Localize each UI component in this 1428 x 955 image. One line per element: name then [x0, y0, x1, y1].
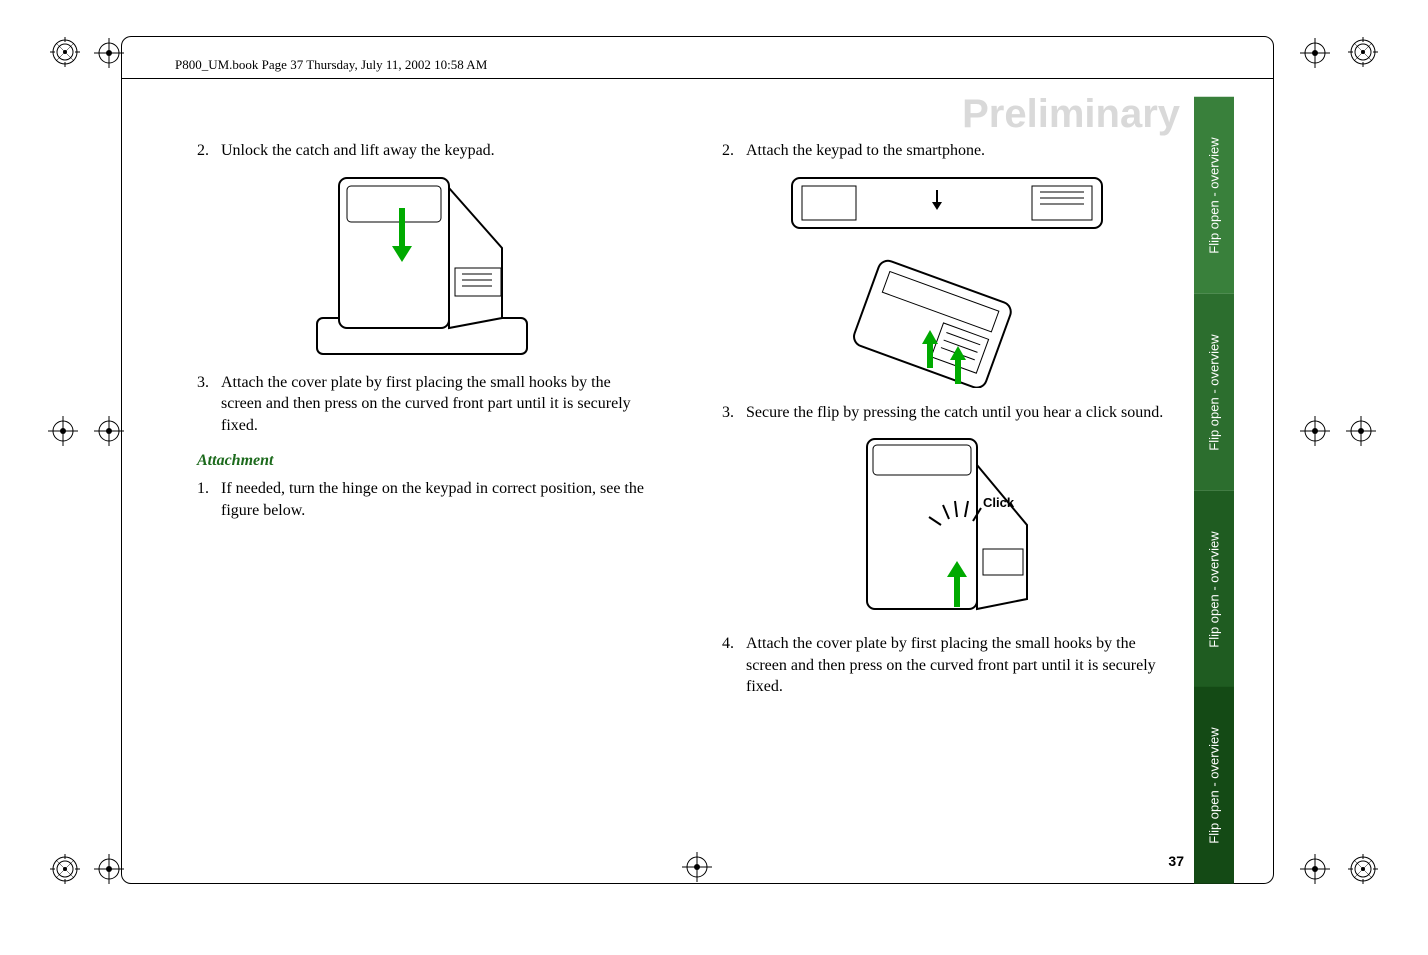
step: 3. Attach the cover plate by first placi… [197, 372, 647, 437]
step: 3. Secure the flip by pressing the catch… [722, 402, 1172, 424]
step: 4. Attach the cover plate by first placi… [722, 633, 1172, 698]
side-tabs: Flip open - overview Flip open - overvie… [1194, 97, 1234, 884]
crosshair-icon [1346, 416, 1380, 450]
step-text: Unlock the catch and lift away the keypa… [221, 140, 647, 162]
tab: Flip open - overview [1194, 97, 1234, 294]
step-text: Attach the cover plate by first placing … [746, 633, 1172, 698]
step-text: Attach the cover plate by first placing … [221, 372, 647, 437]
header-rule [122, 78, 1274, 79]
crosshair-icon [48, 416, 82, 450]
tab: Flip open - overview [1194, 294, 1234, 491]
figure-unlock-keypad [197, 168, 647, 358]
reg-mark-icon [1346, 852, 1380, 886]
step: 2. Attach the keypad to the smartphone. [722, 140, 1172, 162]
step-number: 2. [197, 140, 221, 162]
step-number: 4. [722, 633, 746, 698]
reg-mark-icon [48, 35, 82, 69]
tab: Flip open - overview [1194, 687, 1234, 884]
step-text: If needed, turn the hinge on the keypad … [221, 478, 647, 521]
page-number: 37 [1168, 853, 1184, 869]
book-header: P800_UM.book Page 37 Thursday, July 11, … [175, 57, 675, 73]
step-number: 3. [197, 372, 221, 437]
step: 1. If needed, turn the hinge on the keyp… [197, 478, 647, 521]
figure-secure-flip: Click [722, 429, 1172, 619]
crosshair-icon [1300, 38, 1334, 72]
section-title: Attachment [197, 450, 647, 472]
figure-attach-keypad [722, 168, 1172, 388]
step-text: Attach the keypad to the smartphone. [746, 140, 1172, 162]
right-column: 2. Attach the keypad to the smartphone. [722, 140, 1172, 702]
step-number: 2. [722, 140, 746, 162]
page: P800_UM.book Page 37 Thursday, July 11, … [0, 0, 1428, 955]
reg-mark-icon [1346, 35, 1380, 69]
step: 2. Unlock the catch and lift away the ke… [197, 140, 647, 162]
tab: Flip open - overview [1194, 491, 1234, 688]
step-number: 1. [197, 478, 221, 521]
click-label: Click [983, 495, 1015, 510]
crosshair-icon [1300, 416, 1334, 450]
left-column: 2. Unlock the catch and lift away the ke… [197, 140, 647, 525]
reg-mark-icon [48, 852, 82, 886]
watermark: Preliminary [962, 92, 1180, 137]
crosshair-icon [1300, 854, 1334, 888]
step-text: Secure the flip by pressing the catch un… [746, 402, 1172, 424]
step-number: 3. [722, 402, 746, 424]
